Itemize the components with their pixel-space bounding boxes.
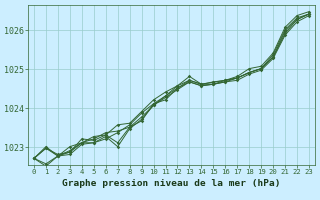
X-axis label: Graphe pression niveau de la mer (hPa): Graphe pression niveau de la mer (hPa) [62,179,281,188]
